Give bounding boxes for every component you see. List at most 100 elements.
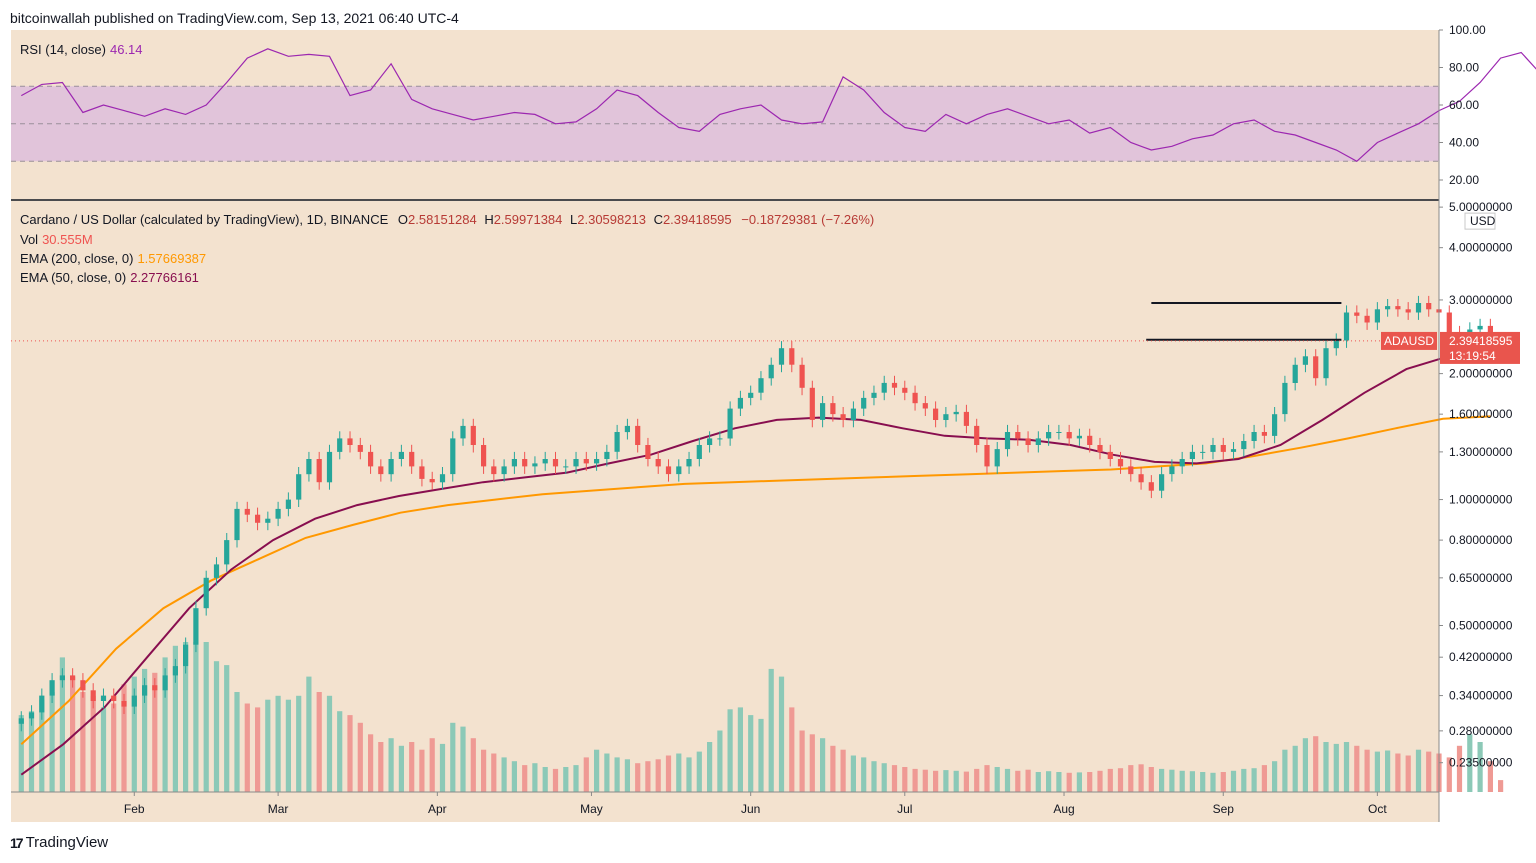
candle-body[interactable] xyxy=(1159,474,1165,491)
candle-body[interactable] xyxy=(696,445,702,459)
candle-body[interactable] xyxy=(727,408,733,439)
candle-body[interactable] xyxy=(552,459,559,467)
candle-body[interactable] xyxy=(902,387,908,393)
candle-body[interactable] xyxy=(1415,303,1422,313)
candle-body[interactable] xyxy=(203,577,209,609)
candle-body[interactable] xyxy=(172,666,178,676)
candle-body[interactable] xyxy=(1374,309,1380,323)
candle-body[interactable] xyxy=(1385,306,1391,310)
candle-body[interactable] xyxy=(737,397,743,409)
candle-body[interactable] xyxy=(460,425,466,439)
candle-body[interactable] xyxy=(1230,449,1237,452)
candle-body[interactable] xyxy=(255,514,261,523)
candle-body[interactable] xyxy=(357,445,363,452)
candle-body[interactable] xyxy=(748,392,754,398)
candle-body[interactable] xyxy=(522,459,528,467)
candle-body[interactable] xyxy=(378,466,384,475)
candle-body[interactable] xyxy=(1302,356,1308,365)
candle-body[interactable] xyxy=(984,445,990,467)
candle-body[interactable] xyxy=(337,438,343,452)
candle-body[interactable] xyxy=(861,397,867,409)
candle-body[interactable] xyxy=(1004,432,1011,450)
candle-body[interactable] xyxy=(686,459,692,467)
candle-body[interactable] xyxy=(542,459,548,464)
price-pane[interactable] xyxy=(11,295,1504,792)
candle-body[interactable] xyxy=(820,403,826,420)
candle-body[interactable] xyxy=(1282,382,1288,415)
candle-body[interactable] xyxy=(450,438,456,475)
candle-body[interactable] xyxy=(18,718,24,724)
candle-body[interactable] xyxy=(121,701,127,707)
candle-body[interactable] xyxy=(511,459,517,467)
candle-body[interactable] xyxy=(1076,435,1082,439)
candle-body[interactable] xyxy=(275,508,281,519)
candle-body[interactable] xyxy=(1364,315,1370,323)
candle-body[interactable] xyxy=(265,518,271,523)
candle-body[interactable] xyxy=(409,451,415,467)
candle-body[interactable] xyxy=(306,459,312,475)
candle-body[interactable] xyxy=(881,382,887,393)
candle-body[interactable] xyxy=(850,408,856,420)
candle-body[interactable] xyxy=(1066,432,1072,439)
candle-body[interactable] xyxy=(974,425,980,445)
candle-body[interactable] xyxy=(1446,312,1452,334)
candle-body[interactable] xyxy=(1200,451,1206,453)
candle-body[interactable] xyxy=(707,438,713,445)
candle-body[interactable] xyxy=(1241,441,1247,450)
candle-body[interactable] xyxy=(470,425,476,445)
candle-body[interactable] xyxy=(809,387,815,420)
candle-body[interactable] xyxy=(70,675,76,681)
candle-body[interactable] xyxy=(481,445,487,467)
candle-body[interactable] xyxy=(1333,340,1339,349)
candle-body[interactable] xyxy=(1477,325,1483,330)
candle-body[interactable] xyxy=(368,451,374,467)
candle-body[interactable] xyxy=(799,364,805,388)
candle-body[interactable] xyxy=(491,466,497,475)
candle-body[interactable] xyxy=(594,459,600,464)
candle-body[interactable] xyxy=(1426,303,1432,310)
rsi-line[interactable] xyxy=(21,48,1536,163)
candle-body[interactable] xyxy=(1107,451,1113,459)
candle-body[interactable] xyxy=(1405,309,1411,313)
candle-body[interactable] xyxy=(1220,445,1226,452)
candle-body[interactable] xyxy=(59,675,65,681)
candle-body[interactable] xyxy=(1148,482,1154,491)
candle-body[interactable] xyxy=(953,411,959,415)
candle-body[interactable] xyxy=(933,408,939,420)
candle-body[interactable] xyxy=(111,695,117,701)
candle-body[interactable] xyxy=(316,459,322,483)
candle-body[interactable] xyxy=(583,459,589,464)
candle-body[interactable] xyxy=(1189,451,1195,459)
candle-body[interactable] xyxy=(1087,435,1093,445)
candle-body[interactable] xyxy=(234,508,240,541)
candle-body[interactable] xyxy=(635,425,641,445)
candle-body[interactable] xyxy=(676,466,682,475)
candle-body[interactable] xyxy=(922,403,928,409)
candle-body[interactable] xyxy=(624,425,630,433)
candle-body[interactable] xyxy=(131,695,137,707)
candle-body[interactable] xyxy=(1395,306,1401,310)
candle-body[interactable] xyxy=(943,414,949,420)
candle-body[interactable] xyxy=(28,712,35,719)
ema50-line[interactable] xyxy=(20,349,1491,776)
candle-body[interactable] xyxy=(1128,466,1134,475)
candle-body[interactable] xyxy=(1117,459,1124,467)
candle-body[interactable] xyxy=(213,564,220,578)
candle-body[interactable] xyxy=(563,466,569,468)
candle-body[interactable] xyxy=(183,644,189,667)
candle-body[interactable] xyxy=(501,466,507,475)
candle-body[interactable] xyxy=(100,695,107,701)
candle-body[interactable] xyxy=(347,438,353,445)
candle-body[interactable] xyxy=(1210,445,1216,452)
candle-body[interactable] xyxy=(439,474,446,483)
rsi-pane[interactable] xyxy=(11,48,1536,163)
candle-body[interactable] xyxy=(840,414,846,420)
candle-body[interactable] xyxy=(80,680,86,691)
candle-body[interactable] xyxy=(1272,414,1278,436)
candle-body[interactable] xyxy=(326,451,333,483)
candle-body[interactable] xyxy=(532,463,538,467)
candle-body[interactable] xyxy=(604,451,610,459)
candle-body[interactable] xyxy=(758,378,764,393)
